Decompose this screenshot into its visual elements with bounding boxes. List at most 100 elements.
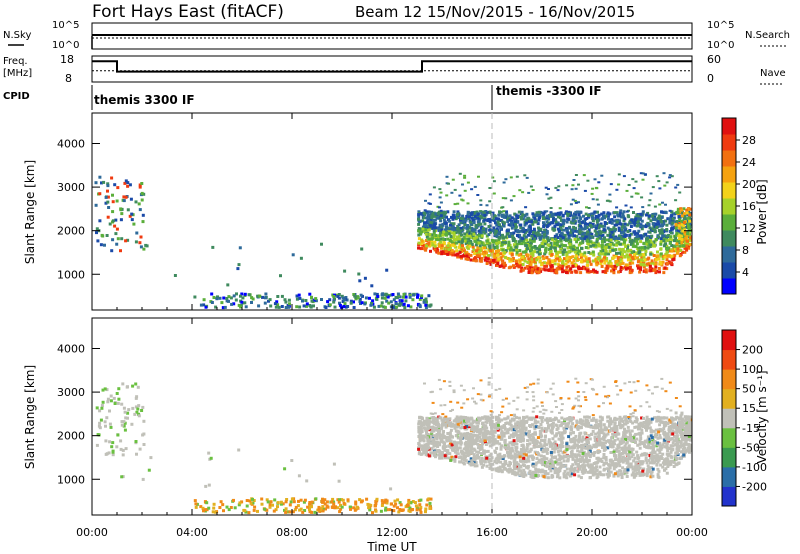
- data-cell: [676, 183, 680, 186]
- data-cell: [538, 233, 542, 237]
- data-cell: [508, 214, 512, 218]
- data-cell: [142, 443, 146, 446]
- data-cell: [629, 248, 633, 252]
- data-cell: [577, 183, 580, 186]
- data-cell: [647, 239, 651, 243]
- data-cell: [468, 460, 471, 464]
- data-cell: [659, 237, 663, 241]
- data-cell: [299, 507, 303, 511]
- data-cell: [562, 472, 566, 476]
- data-cell: [537, 210, 541, 214]
- data-cell: [619, 209, 623, 212]
- data-cell: [487, 458, 491, 461]
- data-cell: [560, 267, 564, 270]
- data-cell: [471, 421, 475, 425]
- data-cell: [385, 501, 389, 505]
- data-cell: [111, 219, 115, 223]
- data-cell: [641, 206, 645, 209]
- data-cell: [553, 471, 557, 475]
- data-cell: [677, 234, 681, 238]
- data-cell: [222, 509, 225, 513]
- data-cell: [249, 501, 253, 505]
- data-cell: [602, 258, 606, 262]
- data-cell: [615, 188, 619, 191]
- data-cell: [525, 212, 529, 216]
- data-cell: [461, 237, 465, 241]
- data-cell: [375, 292, 379, 296]
- data-cell: [253, 505, 257, 509]
- data-cell: [601, 252, 605, 256]
- data-cell: [100, 404, 104, 407]
- data-cell: [670, 437, 674, 441]
- data-cell: [240, 500, 244, 504]
- data-cell: [283, 467, 287, 471]
- data-cell: [582, 259, 586, 263]
- data-cell: [623, 239, 627, 243]
- data-cell: [553, 466, 557, 470]
- data-cell: [438, 443, 442, 447]
- data-cell: [500, 430, 504, 434]
- data-cell: [422, 211, 426, 215]
- data-cell: [452, 238, 456, 242]
- data-cell: [363, 276, 367, 280]
- data-cell: [637, 217, 641, 221]
- data-cell: [447, 182, 450, 185]
- data-cell: [109, 394, 113, 398]
- data-cell: [504, 249, 508, 253]
- data-cell: [682, 207, 686, 211]
- data-cell: [452, 233, 456, 237]
- data-cell: [597, 213, 601, 217]
- data-cell: [194, 505, 198, 509]
- data-cell: [620, 237, 624, 241]
- data-cell: [452, 214, 456, 218]
- data-cell: [107, 451, 111, 455]
- data-cell: [480, 241, 484, 245]
- data-cell: [461, 199, 465, 202]
- data-cell: [291, 510, 295, 514]
- data-cell: [131, 384, 135, 388]
- data-cell: [437, 228, 441, 231]
- data-cell: [439, 214, 443, 218]
- data-cell: [565, 256, 569, 260]
- data-cell: [551, 260, 555, 264]
- data-cell: [660, 224, 664, 228]
- data-cell: [321, 507, 325, 511]
- data-cell: [483, 222, 487, 226]
- data-cell: [548, 260, 552, 264]
- data-cell: [660, 230, 664, 234]
- data-cell: [536, 222, 540, 226]
- data-cell: [647, 214, 651, 218]
- data-cell: [573, 466, 577, 470]
- data-cell: [648, 454, 652, 457]
- data-cell: [567, 210, 571, 213]
- data-cell: [145, 244, 149, 248]
- data-cell: [314, 497, 318, 501]
- data-cell: [202, 303, 206, 307]
- data-cell: [422, 216, 426, 220]
- data-cell: [606, 467, 610, 471]
- data-cell: [561, 214, 565, 218]
- data-cell: [544, 246, 548, 250]
- data-cell: [624, 245, 628, 248]
- data-cell: [204, 484, 208, 488]
- data-cell: [392, 504, 396, 508]
- data-cell: [288, 503, 292, 507]
- data-cell: [575, 263, 578, 267]
- data-cell: [252, 508, 256, 512]
- data-cell: [374, 509, 378, 513]
- data-cell: [645, 262, 649, 266]
- data-cell: [657, 458, 661, 462]
- data-cell: [576, 427, 580, 431]
- data-cell: [648, 426, 652, 430]
- data-cell: [456, 229, 460, 233]
- data-cell: [531, 423, 534, 427]
- data-cell: [529, 263, 533, 267]
- data-cell: [493, 258, 497, 262]
- data-cell: [550, 269, 554, 273]
- data-cell: [237, 303, 241, 307]
- data-cell: [241, 296, 245, 300]
- data-cell: [379, 304, 383, 308]
- data-cell: [301, 510, 305, 514]
- data-cell: [417, 241, 421, 245]
- data-cell: [428, 506, 432, 510]
